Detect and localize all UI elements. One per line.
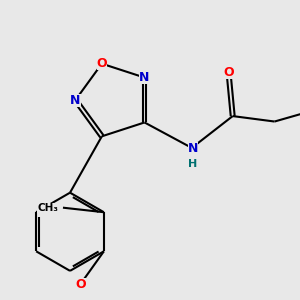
- Text: N: N: [188, 142, 198, 155]
- Text: CH₃: CH₃: [38, 203, 58, 213]
- Text: O: O: [76, 278, 86, 291]
- Text: N: N: [139, 71, 150, 84]
- Text: H: H: [188, 159, 197, 169]
- Text: O: O: [224, 66, 234, 79]
- Text: N: N: [70, 94, 81, 106]
- Text: O: O: [97, 57, 107, 70]
